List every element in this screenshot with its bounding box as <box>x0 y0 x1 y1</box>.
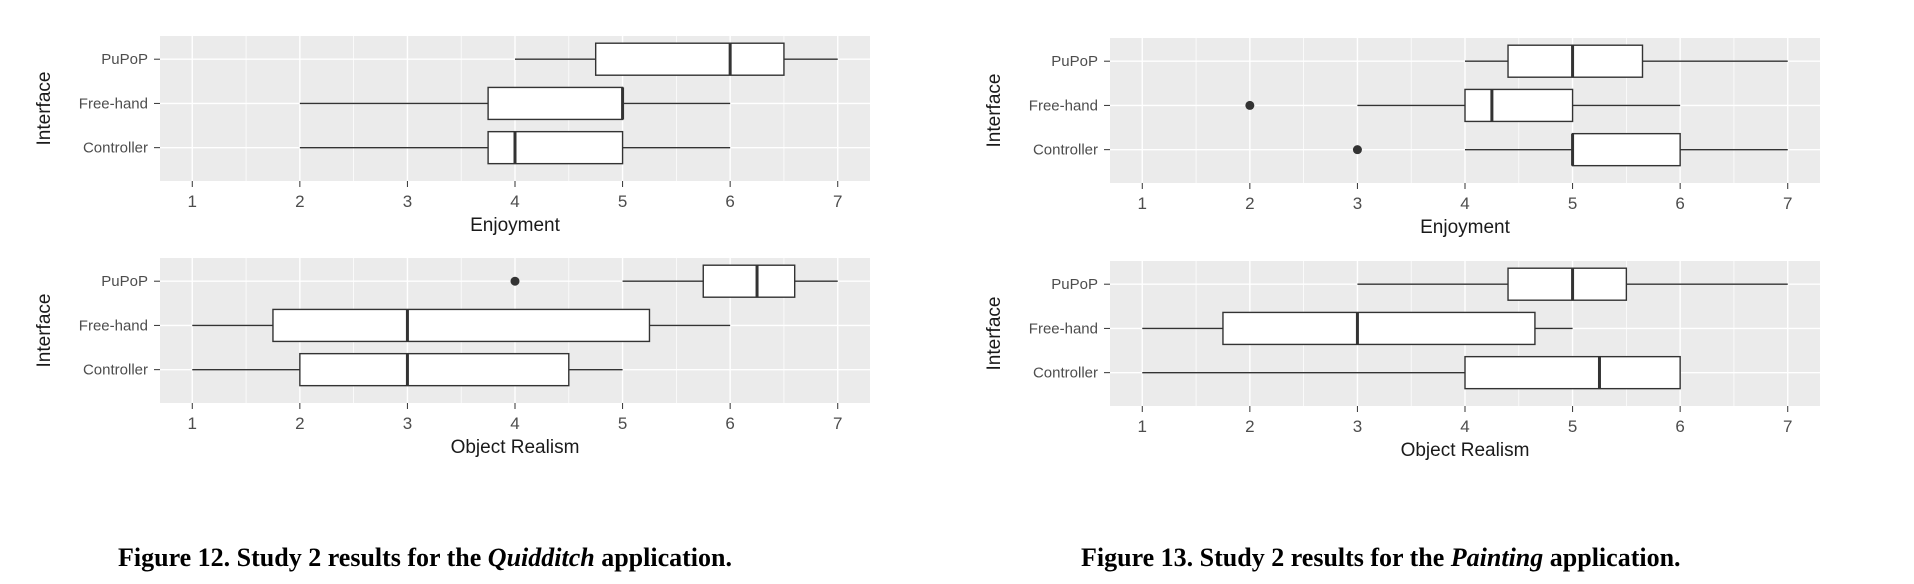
x-tick-label: 4 <box>510 192 519 211</box>
figure-13-app-name: Painting <box>1450 543 1544 572</box>
box-free-hand <box>192 308 731 343</box>
figure-12-app-name: Quidditch <box>487 543 595 572</box>
box-iqr <box>702 264 796 298</box>
category-label: Free-hand <box>1029 97 1098 114</box>
category-label: Controller <box>1033 365 1098 382</box>
category-label: Controller <box>83 140 148 157</box>
category-label: Free-hand <box>79 95 148 112</box>
category-label: PuPoP <box>1051 276 1098 293</box>
box-controller <box>299 130 731 165</box>
category-label: Free-hand <box>79 317 148 334</box>
x-tick-label: 2 <box>295 192 304 211</box>
x-tick-label: 2 <box>1245 417 1254 436</box>
x-tick-label: 5 <box>1568 417 1577 436</box>
box-free-hand <box>299 86 731 121</box>
outlier-point <box>1352 145 1362 155</box>
x-tick-label: 6 <box>725 192 734 211</box>
x-tick-label: 6 <box>725 414 734 433</box>
figure-12-caption: Figure 12. Study 2 results for the Quidd… <box>118 543 732 572</box>
x-tick-label: 5 <box>1568 194 1577 213</box>
x-tick-label: 3 <box>403 414 412 433</box>
x-tick-label: 4 <box>1460 194 1469 213</box>
x-tick-label: 5 <box>618 414 627 433</box>
box-iqr <box>1464 88 1574 123</box>
x-tick-label: 2 <box>1245 194 1254 213</box>
x-axis-title: Object Realism <box>1401 440 1530 461</box>
category-label: PuPoP <box>1051 53 1098 70</box>
category-label: Controller <box>1033 142 1098 159</box>
x-tick-label: 3 <box>403 192 412 211</box>
x-tick-label: 5 <box>618 192 627 211</box>
category-label: Controller <box>83 362 148 379</box>
x-tick-label: 4 <box>1460 417 1469 436</box>
outlier-point <box>1245 100 1255 110</box>
x-tick-label: 7 <box>1783 417 1792 436</box>
x-tick-label: 3 <box>1353 194 1362 213</box>
category-label: Free-hand <box>1029 320 1098 337</box>
x-tick-label: 1 <box>188 414 197 433</box>
box-pupop <box>1465 44 1788 78</box>
boxplot-panel-3: PuPoP Free-hand Controller 1 2 3 4 5 6 7 Enjoyment… <box>984 38 1820 238</box>
figure-13-caption: Figure 13. Study 2 results for the Paint… <box>1081 543 1681 572</box>
box-iqr <box>594 42 785 76</box>
box-controller <box>1352 132 1788 167</box>
box-iqr <box>299 352 570 387</box>
outlier-point <box>510 276 520 286</box>
box-iqr <box>1571 132 1681 167</box>
box-controller <box>192 352 623 387</box>
x-tick-label: 1 <box>1138 194 1147 213</box>
boxplot-panel-4: PuPoP Free-hand Controller 1 2 3 4 5 6 7 Object Re… <box>984 261 1820 461</box>
box-iqr <box>487 86 624 121</box>
x-tick-label: 6 <box>1675 194 1684 213</box>
x-axis-title: Enjoyment <box>1420 217 1510 238</box>
category-label: PuPoP <box>101 51 148 68</box>
box-free-hand <box>1142 311 1573 346</box>
x-tick-label: 7 <box>833 192 842 211</box>
x-axis-title: Enjoyment <box>470 215 560 236</box>
boxplot-panel-1: PuPoP Free-hand Controller 1 2 3 4 5 6 7 Enjoyment… <box>34 36 870 236</box>
x-tick-label: 2 <box>295 414 304 433</box>
boxplot-panel-2: PuPoP Free-hand Controller 1 2 3 4 5 6 7 Object Re… <box>34 258 870 458</box>
box-iqr <box>1507 267 1628 301</box>
box-iqr <box>1222 311 1536 346</box>
y-axis-title: Interface <box>984 74 1005 148</box>
x-tick-label: 7 <box>833 414 842 433</box>
x-tick-label: 1 <box>1138 417 1147 436</box>
box-pupop <box>1357 267 1788 301</box>
box-iqr <box>272 308 651 343</box>
box-iqr <box>1507 44 1644 78</box>
box-iqr <box>487 130 624 165</box>
x-tick-label: 7 <box>1783 194 1792 213</box>
y-axis-title: Interface <box>984 297 1005 371</box>
y-axis-title: Interface <box>34 72 55 146</box>
x-tick-label: 6 <box>1675 417 1684 436</box>
box-iqr <box>1464 355 1681 390</box>
box-controller <box>1142 355 1681 390</box>
box-pupop <box>510 264 838 298</box>
x-tick-label: 4 <box>510 414 519 433</box>
category-label: PuPoP <box>101 273 148 290</box>
x-tick-label: 3 <box>1353 417 1362 436</box>
box-free-hand <box>1245 88 1681 123</box>
x-tick-label: 1 <box>188 192 197 211</box>
y-axis-title: Interface <box>34 294 55 368</box>
x-axis-title: Object Realism <box>451 437 580 458</box>
box-pupop <box>515 42 838 76</box>
